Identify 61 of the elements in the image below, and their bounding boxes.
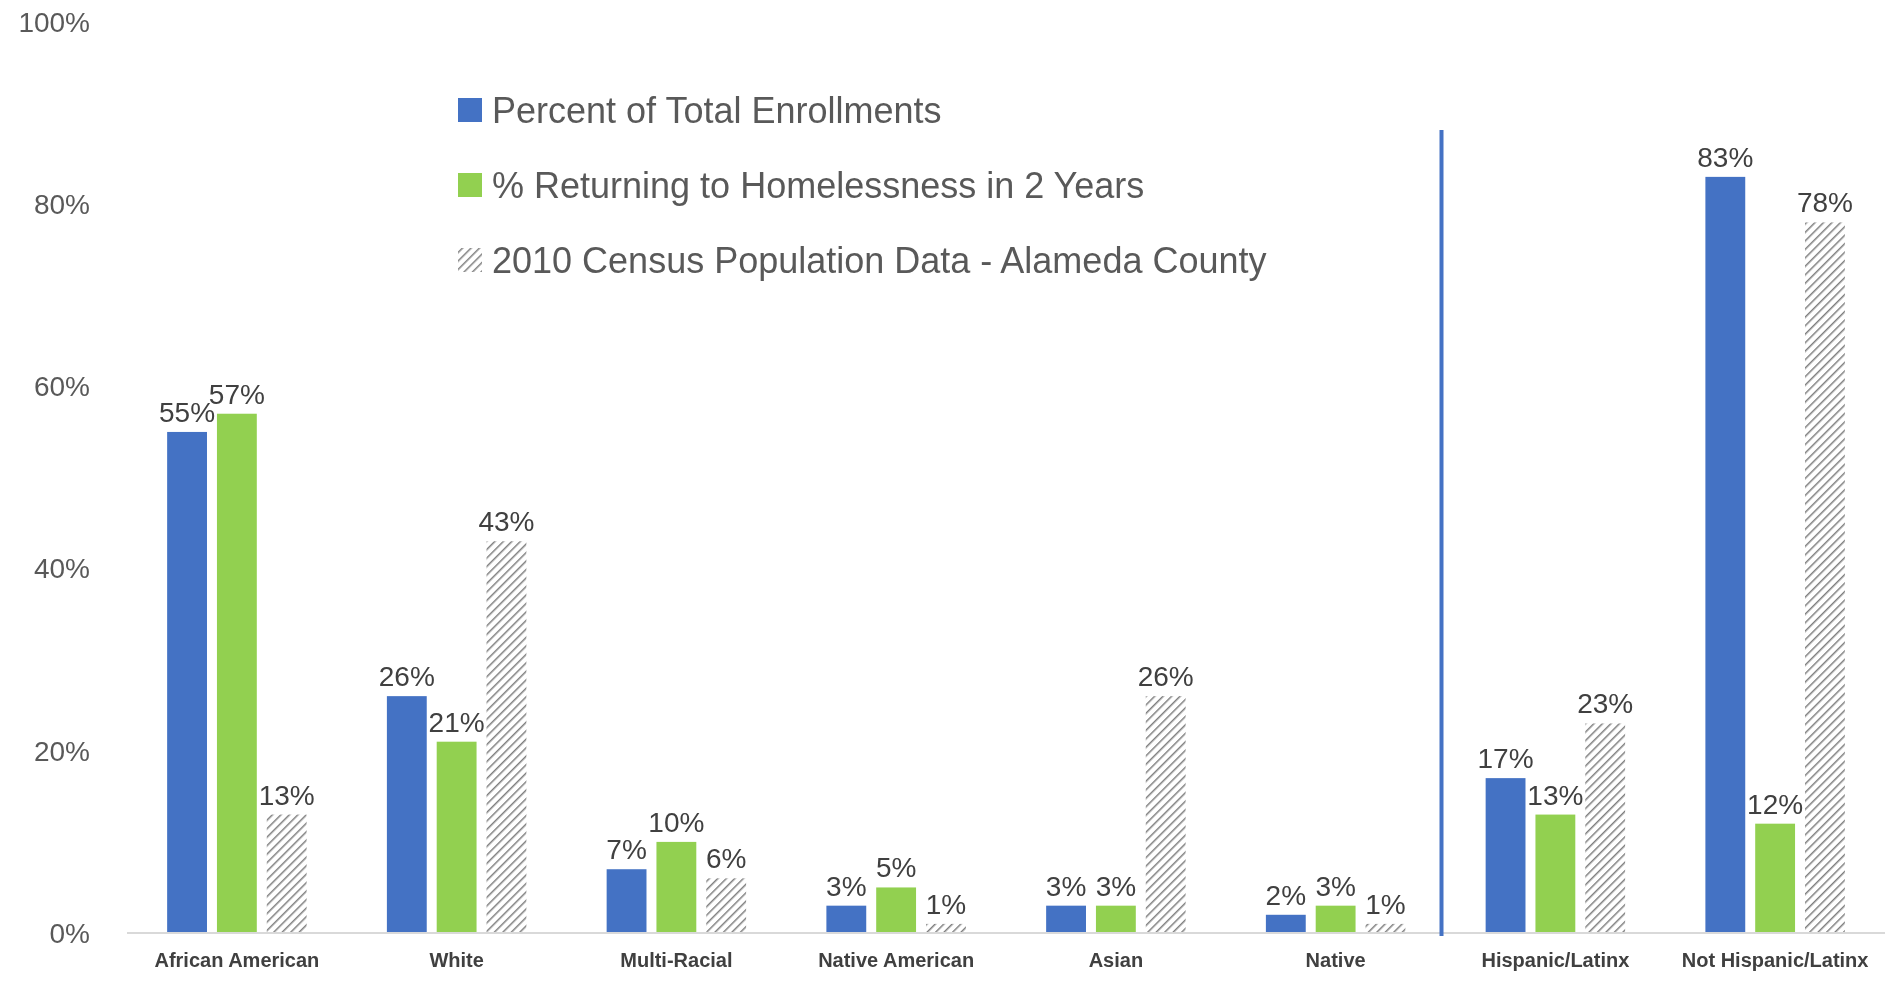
bar bbox=[386, 696, 427, 933]
bar bbox=[1705, 176, 1746, 933]
bar bbox=[486, 541, 527, 933]
bar bbox=[1805, 222, 1845, 933]
bar bbox=[706, 878, 747, 933]
data-label: 7% bbox=[606, 834, 647, 866]
y-tick-label: 0% bbox=[49, 917, 90, 949]
data-label: 1% bbox=[1365, 888, 1406, 920]
x-tick-label: Native American bbox=[818, 949, 975, 971]
bar bbox=[606, 869, 647, 933]
x-tick-label: Native bbox=[1305, 949, 1366, 971]
bar bbox=[876, 887, 917, 933]
data-label: 26% bbox=[1137, 661, 1194, 693]
x-tick-label: Multi-Racial bbox=[620, 949, 733, 971]
bar bbox=[656, 841, 697, 933]
bar bbox=[266, 814, 307, 933]
bar bbox=[1046, 905, 1086, 933]
bar bbox=[167, 431, 207, 933]
data-label: 5% bbox=[875, 852, 917, 884]
data-label: 13% bbox=[258, 779, 315, 811]
legend-label: 2010 Census Population Data - Alameda County bbox=[492, 239, 1267, 281]
bar bbox=[1535, 814, 1576, 933]
data-label: 43% bbox=[478, 506, 535, 538]
data-label: 1% bbox=[925, 888, 967, 920]
data-label: 17% bbox=[1477, 743, 1534, 775]
data-label: 78% bbox=[1796, 187, 1853, 219]
data-label: 6% bbox=[705, 843, 747, 875]
y-tick-label: 60% bbox=[33, 371, 90, 403]
x-tick-label: White bbox=[429, 949, 484, 971]
y-tick-label: 80% bbox=[33, 189, 90, 220]
bar bbox=[436, 741, 477, 933]
x-tick-label: Not Hispanic/Latinx bbox=[1681, 949, 1869, 971]
data-label: 23% bbox=[1577, 688, 1634, 720]
bar bbox=[1265, 914, 1306, 933]
data-label: 3% bbox=[1315, 870, 1356, 902]
bar bbox=[216, 413, 257, 933]
data-label: 26% bbox=[378, 661, 435, 693]
data-label: 3% bbox=[1095, 870, 1137, 902]
data-label: 3% bbox=[1045, 870, 1087, 902]
data-label: 12% bbox=[1747, 788, 1804, 820]
legend-label: Percent of Total Enrollments bbox=[492, 89, 942, 131]
bar bbox=[1315, 905, 1356, 933]
bar bbox=[1145, 696, 1186, 933]
data-label: 21% bbox=[428, 706, 485, 738]
bar bbox=[826, 905, 867, 933]
data-label: 83% bbox=[1697, 141, 1754, 173]
bar bbox=[1485, 778, 1526, 933]
legend-label: % Returning to Homelessness in 2 Years bbox=[492, 164, 1145, 206]
x-tick-label: Hispanic/Latinx bbox=[1481, 949, 1630, 971]
y-tick-label: 40% bbox=[33, 553, 90, 585]
bar bbox=[1755, 823, 1796, 933]
data-label: 10% bbox=[648, 806, 705, 838]
data-label: 3% bbox=[826, 870, 867, 902]
x-tick-label: African American bbox=[154, 949, 320, 971]
y-tick-label: 100% bbox=[18, 6, 90, 38]
x-tick-label: Asian bbox=[1088, 949, 1144, 971]
bar bbox=[1095, 905, 1136, 933]
data-label: 13% bbox=[1527, 779, 1584, 811]
bar bbox=[1585, 723, 1626, 933]
y-tick-label: 20% bbox=[33, 735, 90, 767]
data-label: 2% bbox=[1265, 879, 1307, 911]
